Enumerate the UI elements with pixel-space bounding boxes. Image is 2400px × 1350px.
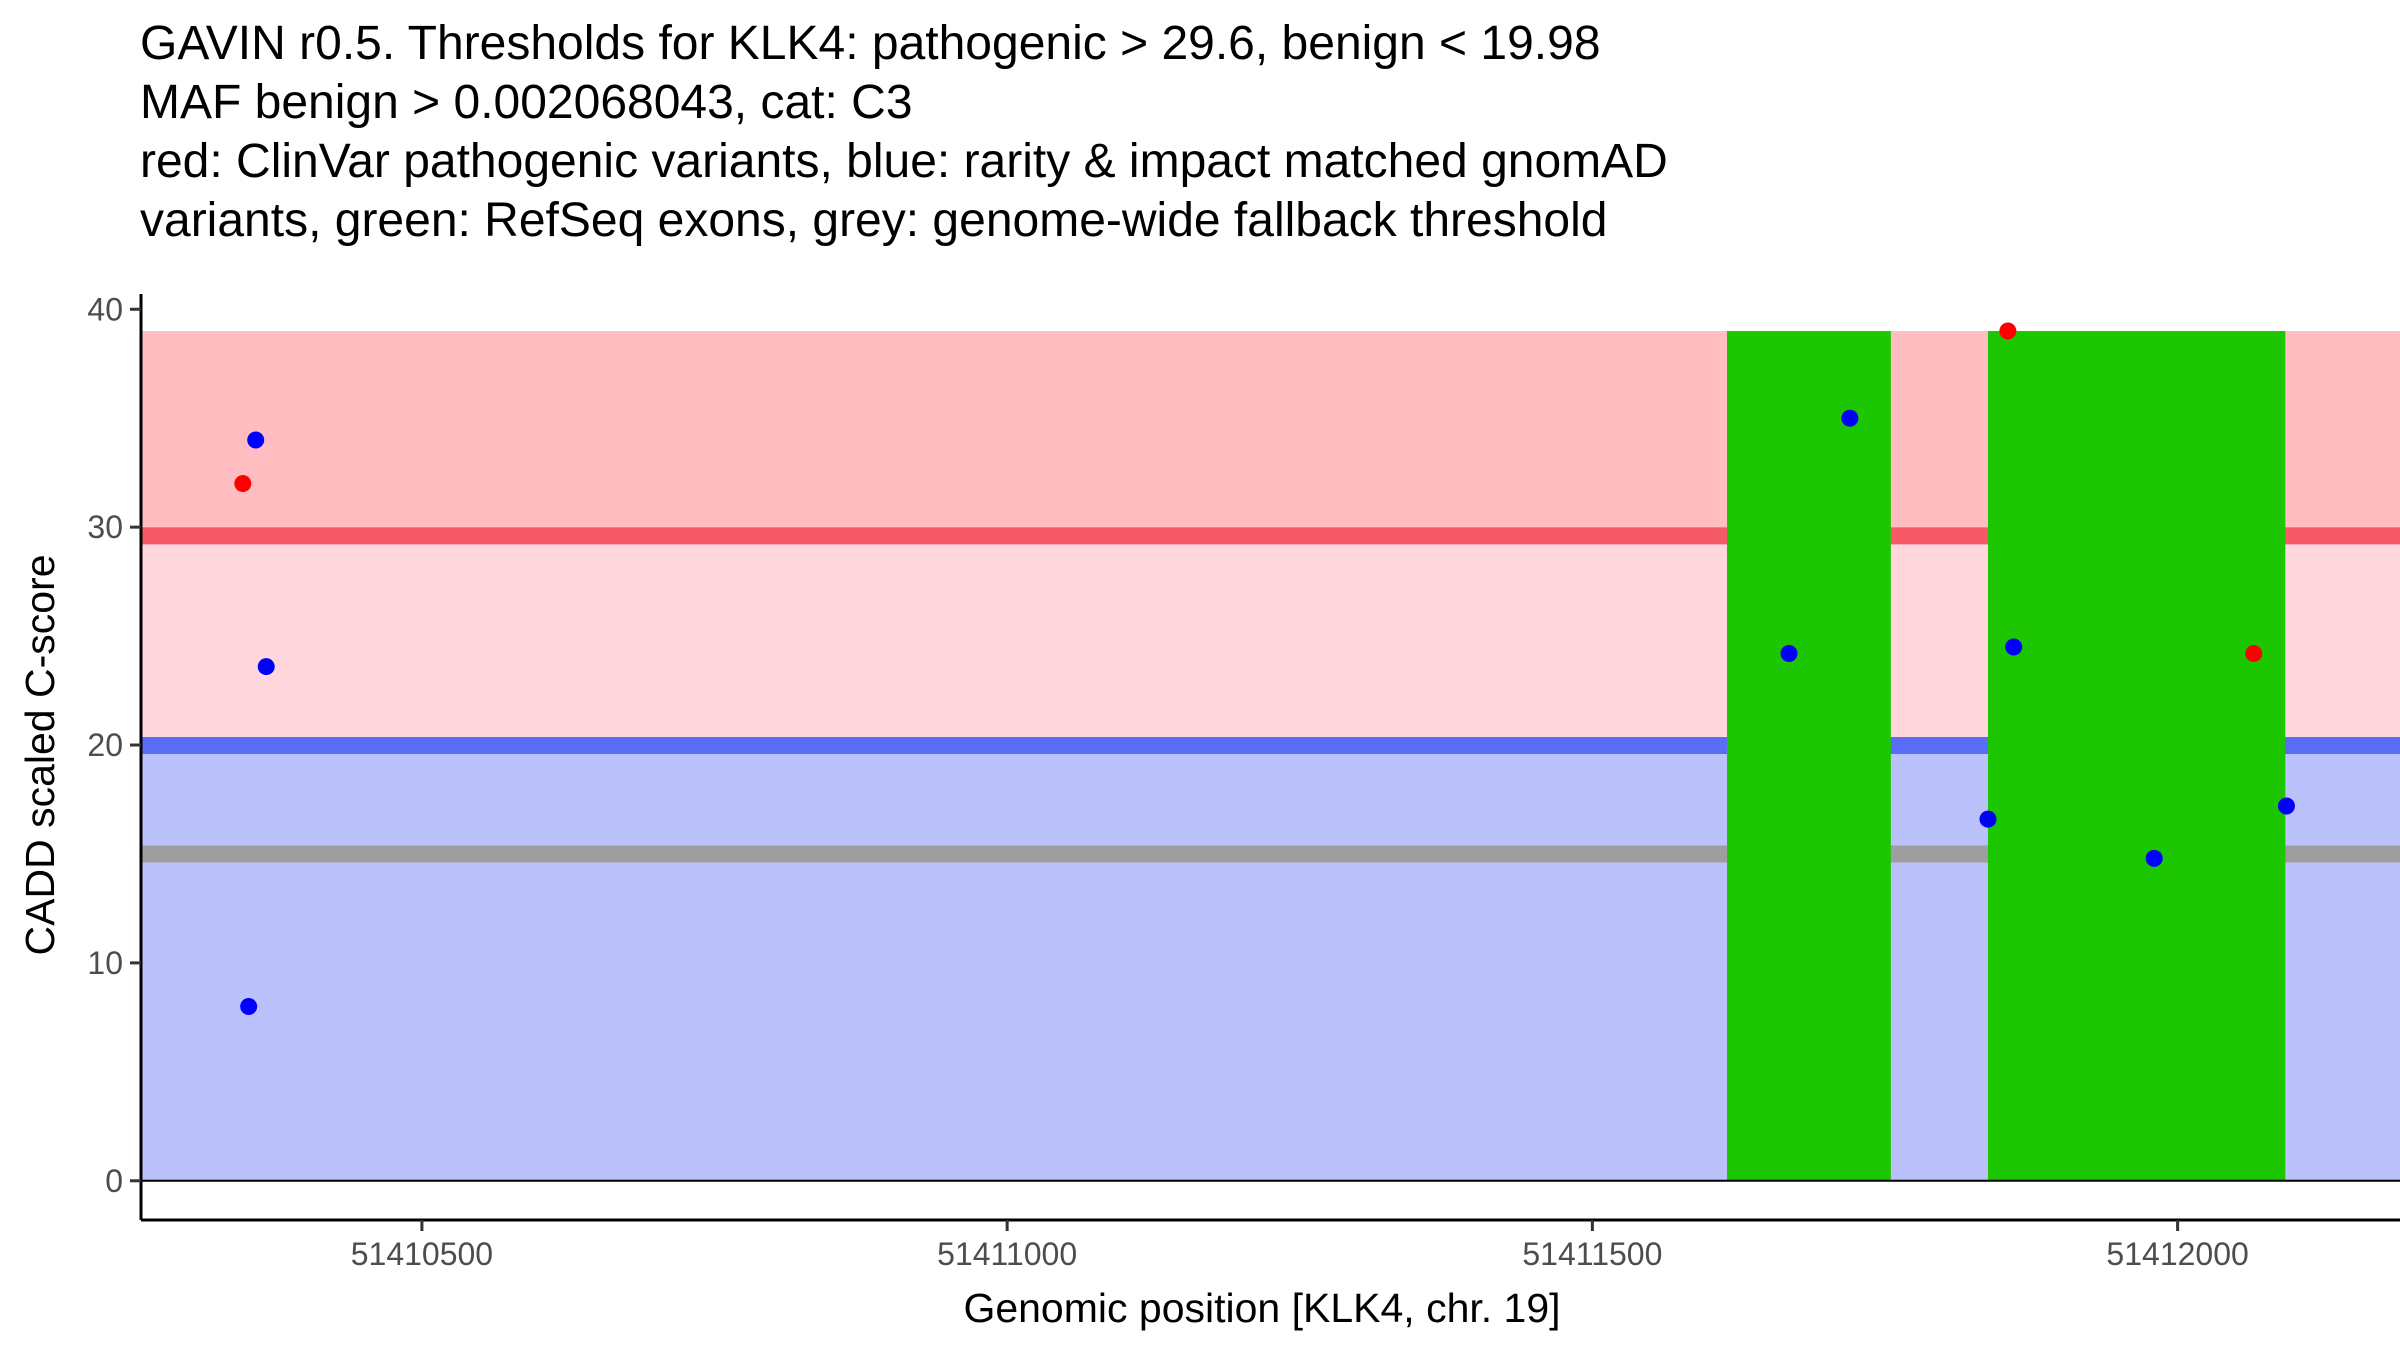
x-tick-label-51410500: 51410500 bbox=[351, 1236, 493, 1272]
title-line-3: red: ClinVar pathogenic variants, blue: … bbox=[140, 135, 1668, 188]
y-tick-label-30: 30 bbox=[87, 509, 123, 545]
title-line-1: GAVIN r0.5. Thresholds for KLK4: pathoge… bbox=[140, 17, 1601, 70]
data-point-s2-7 bbox=[1979, 810, 1997, 828]
y-axis-label: CADD scaled C-score bbox=[17, 555, 63, 956]
data-point-s2-9 bbox=[2277, 797, 2295, 815]
y-tick-label-10: 10 bbox=[87, 945, 123, 981]
x-tick-label-51411000: 51411000 bbox=[937, 1236, 1077, 1272]
variant-points bbox=[234, 322, 2295, 1015]
exon-bar-2 bbox=[1987, 331, 2286, 1181]
data-point-s2-1 bbox=[247, 431, 265, 449]
data-point-s1-1 bbox=[234, 475, 252, 493]
data-point-s2-6 bbox=[2005, 638, 2023, 656]
data-point-s1-2 bbox=[1999, 322, 2017, 340]
exon-bar-1 bbox=[1726, 331, 1891, 1181]
data-point-s2-5 bbox=[1841, 409, 1859, 427]
exon-bars bbox=[1726, 331, 2286, 1181]
axes: 0 10 20 30 40 51410500 51411000 51411500 5141200… bbox=[87, 291, 2400, 1272]
data-point-s2-8 bbox=[2145, 849, 2163, 867]
y-tick-label-40: 40 bbox=[87, 291, 123, 327]
x-axis-label: Genomic position [KLK4, chr. 19] bbox=[963, 1285, 1560, 1331]
data-point-s2-3 bbox=[240, 997, 258, 1015]
y-tick-label-0: 0 bbox=[105, 1163, 123, 1199]
x-tick-label-51411500: 51411500 bbox=[1522, 1236, 1662, 1272]
data-point-s2-2 bbox=[257, 658, 275, 676]
data-point-s1-3 bbox=[2245, 645, 2263, 663]
chart-title: GAVIN r0.5. Thresholds for KLK4: pathoge… bbox=[140, 14, 1668, 250]
title-line-2: MAF benign > 0.002068043, cat: C3 bbox=[140, 76, 913, 129]
x-tick-label-51412000: 51412000 bbox=[2106, 1236, 2248, 1272]
data-point-s2-4 bbox=[1780, 645, 1798, 663]
y-tick-label-20: 20 bbox=[87, 727, 123, 763]
title-line-4: variants, green: RefSeq exons, grey: gen… bbox=[140, 194, 1608, 247]
